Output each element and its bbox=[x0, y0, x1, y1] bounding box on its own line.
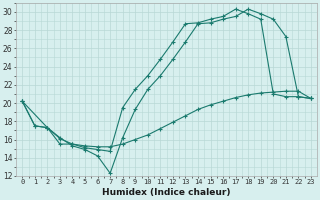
X-axis label: Humidex (Indice chaleur): Humidex (Indice chaleur) bbox=[102, 188, 231, 197]
